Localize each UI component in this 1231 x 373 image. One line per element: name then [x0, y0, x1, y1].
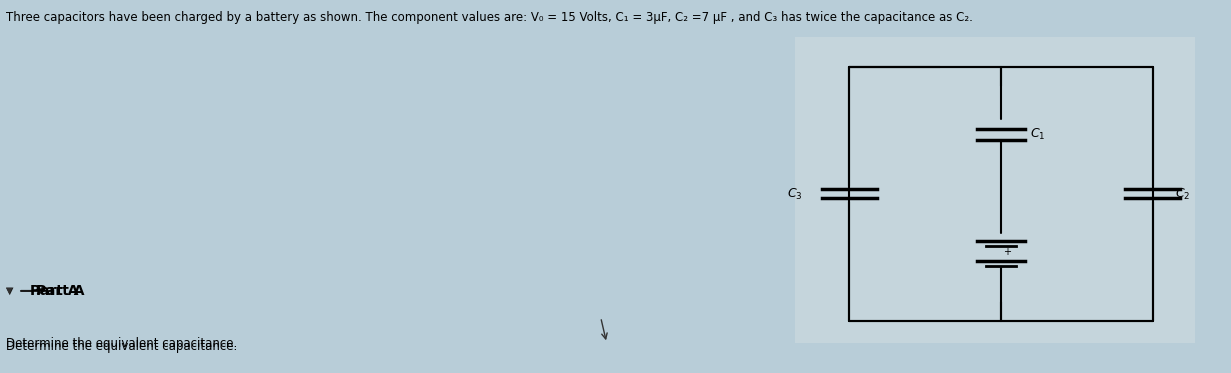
- Text: $C_2$: $C_2$: [1176, 186, 1190, 201]
- Text: ▼: ▼: [6, 286, 12, 295]
- Text: Part A: Part A: [37, 284, 85, 298]
- Text: Three capacitors have been charged by a battery as shown. The component values a: Three capacitors have been charged by a …: [6, 11, 972, 24]
- Text: +: +: [1003, 247, 1011, 257]
- Text: Part A: Part A: [31, 284, 79, 298]
- Bar: [795, 37, 1195, 343]
- Text: $C_3$: $C_3$: [787, 186, 803, 201]
- Text: Determine the equivalent capacitance.: Determine the equivalent capacitance.: [6, 337, 238, 350]
- Text: ▼: ▼: [6, 286, 14, 296]
- Text: Determine the equivalent capacitance.: Determine the equivalent capacitance.: [6, 341, 238, 353]
- Text: $C_1$: $C_1$: [1029, 127, 1045, 142]
